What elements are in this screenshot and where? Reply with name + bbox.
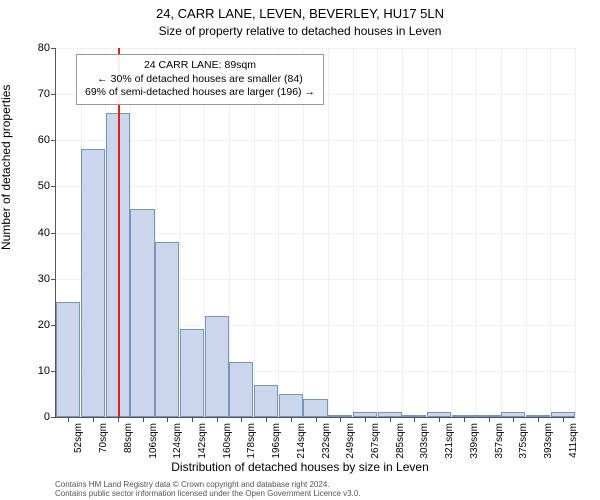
footer-attribution: Contains HM Land Registry data © Crown c… — [55, 480, 361, 498]
x-tick-label: 393sqm — [543, 423, 554, 459]
x-tick-label: 142sqm — [197, 423, 208, 459]
y-tick-label: 80 — [38, 42, 50, 54]
histogram-bar — [130, 209, 154, 417]
x-tick-label: 357sqm — [494, 423, 505, 459]
x-tick-label: 267sqm — [370, 423, 381, 459]
histogram-bar — [155, 242, 179, 417]
annotation-line: 24 CARR LANE: 89sqm — [85, 59, 315, 73]
x-tick-label: 52sqm — [73, 423, 84, 453]
histogram-bar — [254, 385, 278, 417]
y-tick-label: 0 — [44, 411, 50, 423]
y-tick-label: 40 — [38, 227, 50, 239]
x-tick-label: 178sqm — [246, 423, 257, 459]
x-tick-label: 88sqm — [123, 423, 134, 453]
y-tick-label: 20 — [38, 319, 50, 331]
x-tick-label: 375sqm — [518, 423, 529, 459]
chart-subtitle: Size of property relative to detached ho… — [0, 24, 600, 38]
histogram-bar — [56, 302, 80, 417]
x-tick-label: 214sqm — [296, 423, 307, 459]
x-tick-label: 285sqm — [395, 423, 406, 459]
y-tick-label: 60 — [38, 134, 50, 146]
annotation-line: ← 30% of detached houses are smaller (84… — [85, 73, 315, 87]
y-axis-label: Number of detached properties — [0, 85, 13, 250]
histogram-bar — [229, 362, 253, 417]
y-tick-label: 30 — [38, 273, 50, 285]
plot-area: 0102030405060708052sqm70sqm88sqm106sqm12… — [55, 48, 575, 418]
histogram-bar — [205, 316, 229, 417]
x-axis-label: Distribution of detached houses by size … — [0, 460, 600, 474]
x-tick-label: 232sqm — [321, 423, 332, 459]
footer-line: Contains HM Land Registry data © Crown c… — [55, 480, 361, 489]
x-tick-label: 160sqm — [222, 423, 233, 459]
x-tick-label: 321sqm — [444, 423, 455, 459]
x-tick-label: 249sqm — [345, 423, 356, 459]
histogram-bar — [303, 399, 327, 417]
x-tick-label: 411sqm — [568, 423, 579, 458]
histogram-bar — [81, 149, 105, 417]
x-tick-label: 303sqm — [419, 423, 430, 459]
y-tick-label: 70 — [38, 88, 50, 100]
annotation-box: 24 CARR LANE: 89sqm← 30% of detached hou… — [76, 54, 324, 105]
annotation-line: 69% of semi-detached houses are larger (… — [85, 86, 315, 100]
histogram-bar — [180, 329, 204, 417]
x-tick-label: 106sqm — [148, 423, 159, 459]
x-tick-label: 70sqm — [98, 423, 109, 453]
histogram-chart: 24, CARR LANE, LEVEN, BEVERLEY, HU17 5LN… — [0, 0, 600, 500]
x-tick-label: 339sqm — [469, 423, 480, 459]
y-tick-label: 10 — [38, 365, 50, 377]
histogram-bar — [279, 394, 303, 417]
x-tick-label: 196sqm — [271, 423, 282, 459]
chart-title: 24, CARR LANE, LEVEN, BEVERLEY, HU17 5LN — [0, 6, 600, 21]
y-tick-label: 50 — [38, 180, 50, 192]
footer-line: Contains public sector information licen… — [55, 489, 361, 498]
x-tick-label: 124sqm — [172, 423, 183, 459]
